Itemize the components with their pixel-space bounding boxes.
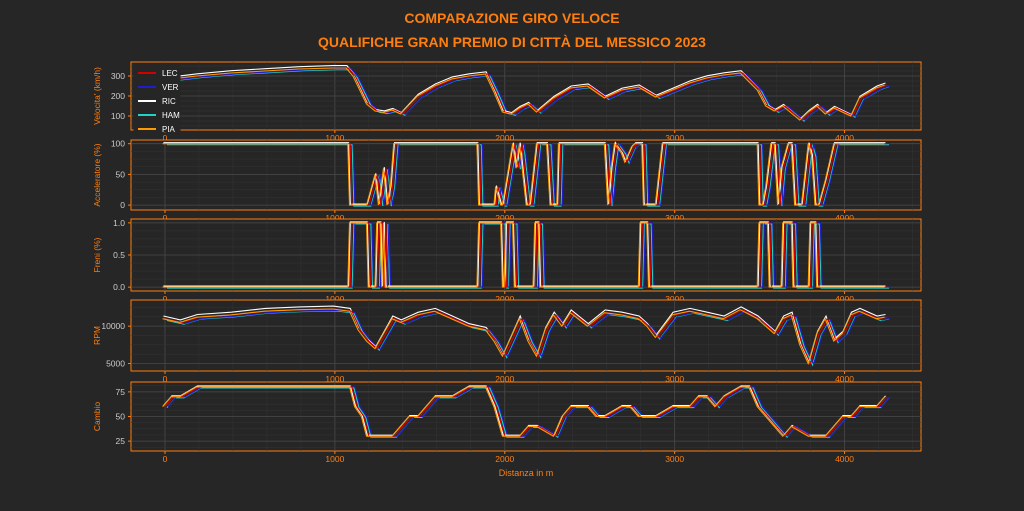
- x-tick-label: 1000: [325, 454, 344, 464]
- panel-2: 0.0 0.5 1.0 0 1000 2000 3000 4000 Freni (%): [92, 218, 922, 304]
- panel-4: 25 50 75 0 1000 2000 3000 4000 Cambio Distanza in…: [92, 381, 922, 478]
- y-tick-label: 100: [111, 139, 125, 149]
- y-axis-label: RPM: [92, 326, 102, 345]
- x-tick-label: 4000: [835, 374, 854, 384]
- x-tick-label: 3000: [665, 213, 684, 223]
- x-tick-label: 1000: [325, 213, 344, 223]
- y-axis-label: Acceleratore (%): [92, 143, 102, 206]
- y-axis-label: Velocita' (km/h): [92, 67, 102, 125]
- y-tick-label: 5000: [106, 359, 125, 369]
- y-axis-label: Freni (%): [92, 237, 102, 272]
- series-line-lec: [164, 308, 888, 366]
- x-tick-label: 4000: [835, 133, 854, 143]
- x-tick-label: 0: [163, 133, 168, 143]
- x-tick-label: 4000: [835, 454, 854, 464]
- y-tick-label: 50: [116, 412, 126, 422]
- x-tick-label: 3000: [665, 294, 684, 304]
- chart-title-line1: COMPARAZIONE GIRO VELOCE: [404, 10, 619, 26]
- x-tick-label: 3000: [665, 133, 684, 143]
- panel-3: 5000 10000 0 1000 2000 3000 4000 RPM: [92, 299, 922, 384]
- chart-title-line2: QUALIFICHE GRAN PREMIO DI CITTÀ DEL MESS…: [318, 34, 706, 50]
- legend-label-ric: RIC: [162, 97, 176, 106]
- series-line-pia: [162, 142, 885, 206]
- x-tick-label: 4000: [835, 294, 854, 304]
- series-line-ham: [167, 143, 890, 207]
- legend-label-lec: LEC: [162, 69, 178, 78]
- x-tick-label: 2000: [495, 374, 514, 384]
- x-tick-label: 1000: [325, 374, 344, 384]
- series-line-ric: [163, 141, 886, 205]
- y-tick-label: 0.5: [113, 250, 125, 260]
- x-tick-label: 0: [163, 454, 168, 464]
- x-tick-label: 0: [163, 213, 168, 223]
- x-tick-label: 0: [163, 374, 168, 384]
- y-tick-label: 200: [111, 91, 125, 101]
- y-tick-label: 1.0: [113, 218, 125, 228]
- x-tick-label: 1000: [325, 133, 344, 143]
- x-axis-label: Distanza in m: [499, 468, 554, 478]
- x-tick-label: 2000: [495, 133, 514, 143]
- legend-label-pia: PIA: [162, 125, 176, 134]
- series-line-pia: [162, 67, 885, 121]
- x-tick-label: 2000: [495, 213, 514, 223]
- x-tick-label: 4000: [835, 213, 854, 223]
- x-tick-label: 3000: [665, 374, 684, 384]
- y-tick-label: 0.0: [113, 282, 125, 292]
- y-tick-label: 50: [116, 169, 126, 179]
- legend-label-ver: VER: [162, 83, 179, 92]
- y-tick-label: 0: [120, 200, 125, 210]
- y-tick-label: 25: [116, 436, 126, 446]
- legend-label-ham: HAM: [162, 111, 180, 120]
- x-tick-label: 2000: [495, 294, 514, 304]
- x-tick-label: 3000: [665, 454, 684, 464]
- series-line-pia: [162, 308, 885, 366]
- y-axis-label: Cambio: [92, 402, 102, 432]
- legend-box: [133, 63, 181, 133]
- series-line-ver: [167, 309, 891, 366]
- series-line-pia: [162, 222, 885, 288]
- series-line-ver: [167, 68, 891, 121]
- x-tick-label: 1000: [325, 294, 344, 304]
- x-tick-label: 0: [163, 294, 168, 304]
- y-tick-label: 300: [111, 71, 125, 81]
- y-tick-label: 75: [116, 387, 126, 397]
- series-line-pia: [162, 386, 886, 438]
- x-tick-label: 2000: [495, 454, 514, 464]
- y-tick-label: 10000: [101, 321, 125, 331]
- series-line-ric: [163, 221, 886, 287]
- y-tick-label: 100: [111, 111, 125, 121]
- legend: LEC VER RIC HAM PIA: [133, 63, 181, 134]
